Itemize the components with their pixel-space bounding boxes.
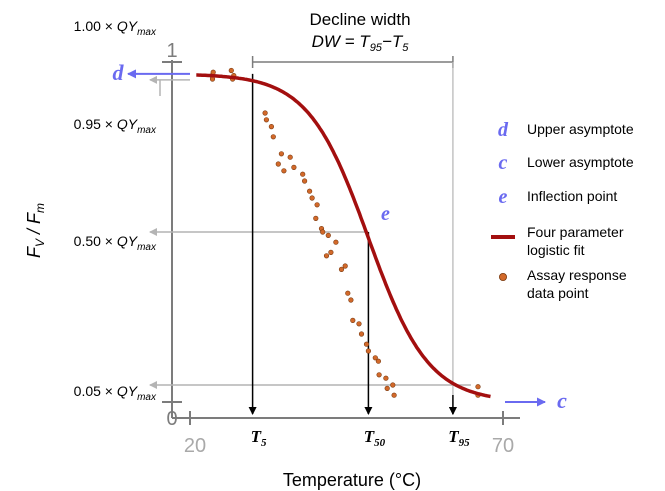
data-point: [338, 266, 345, 273]
threshold-label-50: T50: [364, 427, 386, 449]
data-point: [372, 355, 378, 361]
data-point: [365, 348, 372, 354]
y-axis-title: FV / Fm: [24, 203, 47, 258]
threshold-labels: T5 T50 T95: [251, 427, 470, 449]
threshold-label-95: T95: [448, 427, 470, 449]
y-tick-label-top: 1: [166, 40, 177, 62]
data-point: [210, 69, 216, 75]
data-point: [358, 331, 365, 337]
data-point: [287, 154, 293, 160]
data-point: [342, 263, 348, 269]
data-point: [270, 134, 276, 140]
data-point: [313, 215, 319, 221]
legend-label-lower-asymptote: Lower asymptote: [527, 154, 634, 170]
legend-label-fit: Four parameter logistic fit: [527, 224, 624, 258]
decline-width-formula: DW = T95−T5: [312, 32, 410, 54]
y-level-label-1.00: 1.00 × QYmax: [74, 18, 157, 38]
y-level-label-0.95: 0.95 × QYmax: [74, 116, 157, 136]
legend-label-data-point: Assay response data point: [527, 267, 627, 301]
data-point: [328, 249, 334, 255]
data-point: [391, 392, 397, 398]
y-level-labels: 1.00 × QYmax 0.95 × QYmax 0.50 × QYmax 0…: [74, 18, 157, 403]
x-axis: 20 70: [172, 411, 520, 457]
y-level-label-0.05: 0.05 × QYmax: [74, 383, 157, 403]
logistic-fit-curve: [196, 73, 491, 399]
data-point: [376, 372, 382, 378]
data-point: [325, 232, 331, 238]
marker-c: c: [557, 388, 567, 413]
curve-markers: dce: [113, 60, 568, 413]
data-point: [375, 358, 382, 364]
y-level-label-0.50: 0.50 × QYmax: [74, 233, 157, 253]
data-point: [275, 161, 281, 167]
data-point: [350, 317, 356, 324]
data-point: [320, 229, 326, 235]
guide-lines: [149, 62, 471, 415]
data-point: [384, 385, 390, 392]
legend-label-inflection-point: Inflection point: [527, 188, 617, 204]
data-point: [390, 382, 396, 388]
marker-d: d: [113, 60, 125, 85]
data-point: [383, 375, 389, 381]
data-point: [363, 341, 370, 347]
data-point: [309, 195, 315, 201]
decline-width-title: Decline width: [309, 10, 410, 29]
data-point: [263, 117, 270, 123]
decline-width-bracket: Decline width DW = T95−T5: [251, 10, 454, 68]
data-point: [356, 321, 362, 327]
data-point: [348, 297, 354, 303]
data-point: [291, 164, 297, 170]
marker-e: e: [381, 203, 390, 225]
data-point: [475, 384, 481, 390]
threshold-label-5: T5: [251, 427, 267, 449]
legend-symbol-e: e: [499, 186, 508, 208]
data-point: [307, 188, 313, 194]
data-point: [314, 202, 320, 208]
data-point: [323, 253, 330, 259]
legend-point-swatch: [498, 272, 507, 281]
data-point: [278, 151, 285, 157]
data-point: [281, 168, 287, 174]
data-point: [300, 171, 306, 177]
data-point: [268, 123, 275, 130]
data-point: [345, 290, 351, 296]
legend: d Upper asymptote c Lower asymptote e In…: [491, 119, 634, 301]
x-tick-label-start: 20: [184, 435, 206, 457]
legend-symbol-c: c: [499, 152, 508, 174]
data-points: [209, 67, 481, 398]
data-point: [302, 178, 308, 184]
x-axis-title: Temperature (°C): [283, 470, 421, 490]
data-point: [262, 110, 268, 116]
legend-label-upper-asymptote: Upper asymptote: [527, 121, 634, 137]
x-tick-label-end: 70: [492, 435, 514, 457]
legend-symbol-d: d: [498, 119, 509, 141]
y-axis: 1 0: [162, 40, 182, 430]
data-point: [333, 239, 339, 245]
data-point: [228, 67, 234, 74]
